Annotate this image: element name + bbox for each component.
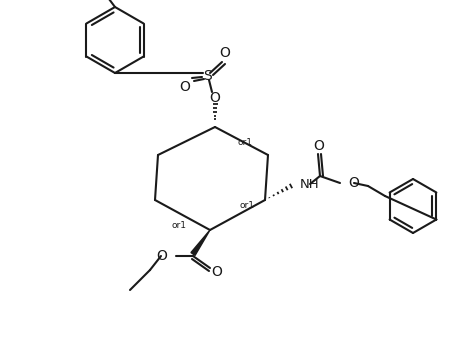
Text: O: O: [210, 91, 220, 105]
Text: O: O: [219, 46, 230, 60]
Text: or1: or1: [172, 221, 187, 230]
Text: NH: NH: [300, 177, 320, 190]
Text: S: S: [202, 69, 212, 83]
Text: O: O: [212, 265, 223, 279]
Polygon shape: [191, 230, 210, 255]
Text: O: O: [156, 249, 167, 263]
Text: O: O: [180, 80, 191, 94]
Text: or1: or1: [240, 200, 255, 209]
Text: O: O: [314, 139, 324, 153]
Text: O: O: [348, 176, 359, 190]
Text: or1: or1: [237, 138, 252, 147]
